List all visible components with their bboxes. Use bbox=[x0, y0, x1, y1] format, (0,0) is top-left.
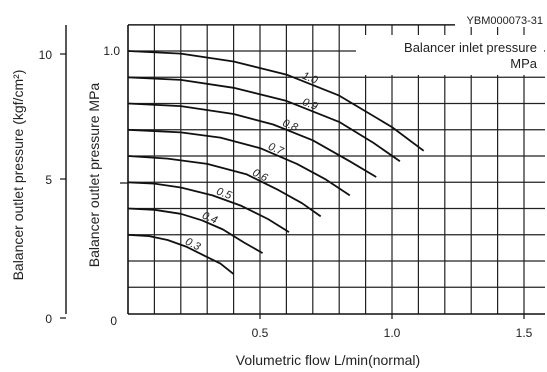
y2-axis-label: Balancer outlet pressure (kgf/cm²) bbox=[10, 70, 26, 281]
curve-0-7 bbox=[127, 128, 351, 197]
curve-label: 0.7 bbox=[266, 141, 286, 158]
curve-label: 1.0 bbox=[301, 70, 320, 87]
curve-0-6 bbox=[127, 155, 322, 218]
curves bbox=[127, 50, 425, 275]
figure-code: YBM000073-31 bbox=[467, 15, 543, 27]
curve-label: 0.9 bbox=[301, 96, 320, 113]
curve-label: 0.3 bbox=[183, 236, 203, 254]
y-axis-label: Balancer outlet pressure MPa bbox=[86, 83, 102, 268]
y-tick-label: 1.0 bbox=[103, 44, 120, 58]
x-tick-label: 1.5 bbox=[516, 326, 533, 340]
curve-labels: 1.00.90.80.70.60.50.40.3 bbox=[183, 70, 320, 254]
y2-tick-label: 0 bbox=[45, 312, 52, 326]
axes: 0.5 1.0 1.5 0 1.0 0 5 10 bbox=[39, 25, 545, 340]
y2-tick-label: 5 bbox=[45, 173, 52, 187]
y2-tick-label: 10 bbox=[39, 48, 53, 62]
x-axis-label: Volumetric flow L/min(normal) bbox=[236, 352, 420, 368]
x-tick-label: 1.0 bbox=[384, 326, 401, 340]
curve-label: 0.5 bbox=[215, 186, 234, 203]
curve-label: 0.8 bbox=[281, 117, 300, 134]
y-tick-label: 0 bbox=[110, 314, 117, 328]
legend-title: Balancer inlet pressure bbox=[404, 40, 537, 55]
legend-unit: MPa bbox=[510, 56, 538, 71]
curve-0-5 bbox=[127, 181, 290, 233]
curve-0-9 bbox=[127, 76, 401, 163]
curve-1-0 bbox=[127, 50, 425, 152]
curve-0-4 bbox=[127, 207, 264, 254]
curve-0-8 bbox=[127, 102, 377, 178]
curve-0-3 bbox=[127, 233, 235, 275]
curve-label: 0.4 bbox=[200, 210, 219, 227]
figure-code-box bbox=[455, 14, 547, 27]
legend-box bbox=[356, 35, 544, 75]
x-tick-label: 0.5 bbox=[252, 326, 269, 340]
